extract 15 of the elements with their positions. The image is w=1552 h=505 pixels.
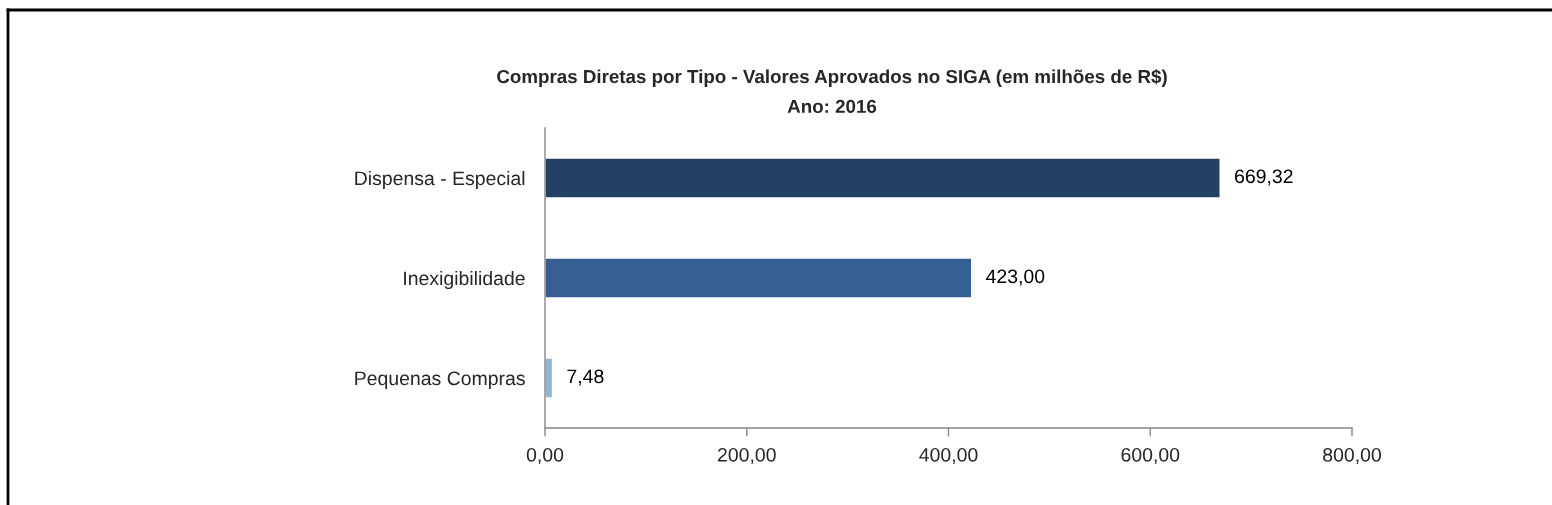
data-label: 669,32 [1235,169,1293,186]
data-label: 423,00 [986,269,1045,286]
chart-title: Compras Diretas por Tipo - Valores Aprovados no SIGA (em milhões de R$) [497,69,1167,87]
chart-subtitle: Ano: 2016 [787,99,877,114]
bar [545,157,1221,199]
data-label: 7,48 [567,369,604,386]
y-tick-label: Pequenas Compras [355,371,525,390]
x-tick-label: 0,00 [526,447,564,465]
x-tick-label: 800,00 [1323,447,1381,465]
y-tick-label: Dispensa - Especial [355,170,525,190]
x-tick-label: 200,00 [717,447,776,465]
y-tick-label: Inexigibilidade [404,270,525,290]
x-tick-label: 400,00 [919,447,978,465]
bar [545,257,973,299]
x-tick-label: 600,00 [1121,447,1180,465]
